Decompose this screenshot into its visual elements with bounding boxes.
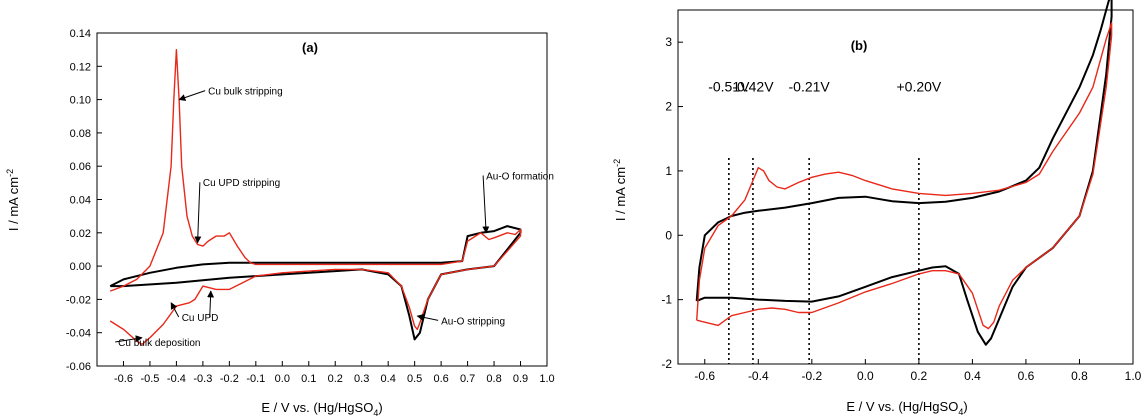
y-tick-label-a: 0.12 [70, 61, 91, 73]
annotation-arrow [178, 90, 206, 101]
annotation-label: Au-O stripping [441, 316, 505, 327]
x-axis-title-b-end: ) [963, 399, 967, 414]
x-tick-label-a: 0.9 [513, 373, 528, 385]
x-ticks-b: -0.6 -0.4 -0.2 0.0 0.2 0.4 0.6 0.8 1.0 [694, 359, 1142, 383]
reference-line-label: -0.42V [732, 79, 774, 95]
plot-frame-b [677, 9, 1134, 365]
y-tick-label-a: 0.02 [70, 228, 91, 240]
y-tick-label-b: 3 [665, 35, 672, 49]
x-tick-label-b: 0.6 [1018, 369, 1035, 383]
x-axis-title-a-end: ) [378, 400, 382, 415]
y-tick-label-a: 0.10 [70, 95, 91, 107]
y-axis-title-a-sup: -2 [5, 169, 15, 177]
x-tick-label-a: 0.0 [275, 373, 290, 385]
series-group-a [109, 49, 522, 346]
y-ticks-a: -0.06 -0.04 -0.02 0.00 0.02 0.04 0.06 0.08 0.10 0… [66, 28, 102, 373]
y-axis-title-b-sup: -2 [612, 159, 622, 167]
y-axis-title-a: I / mA cm-2 [5, 169, 21, 231]
y-tick-label-b: 0 [665, 228, 672, 242]
x-tick-label-a: 0.5 [407, 373, 422, 385]
x-tick-label-a: -0.6 [114, 373, 133, 385]
reference-line-label: -0.21V [789, 79, 831, 95]
x-tick-label-a: 0.6 [433, 373, 448, 385]
y-tick-label-a: -0.06 [66, 361, 91, 373]
annotation-arrow [170, 302, 180, 318]
annotations-a: Cu bulk stripping Cu UPD stripping Au-O fo… [115, 87, 554, 349]
annotation-label: Cu bulk stripping [208, 87, 282, 98]
annotation-label: Cu UPD stripping [203, 178, 280, 189]
x-tick-label-a: -0.5 [140, 373, 159, 385]
annotation-arrow [115, 335, 143, 343]
x-axis-title-b: E / V vs. (Hg/HgSO4) [846, 399, 967, 416]
y-axis-title-b-main: I / mA cm [613, 167, 628, 221]
x-axis-title-a-main: E / V vs. (Hg/HgSO [261, 400, 373, 415]
annotation-arrow [207, 290, 215, 318]
annotation-label: Cu bulk deposition [118, 338, 200, 349]
y-ticks-b: -2 -1 0 1 2 3 [661, 35, 683, 371]
x-tick-label-a: 0.8 [486, 373, 501, 385]
x-tick-label-a: 0.7 [460, 373, 475, 385]
annotation-label: Au-O formation [486, 172, 554, 183]
x-axis-title-a-sub: 4 [373, 408, 378, 416]
y-tick-label-b: 1 [665, 164, 672, 178]
y-tick-label-a: 0.00 [70, 261, 91, 273]
y-axis-title-b: I / mA cm-2 [612, 159, 628, 221]
x-tick-label-a: -0.2 [220, 373, 239, 385]
panel-label-b: (b) [851, 38, 868, 53]
y-axis-title-a-main: I / mA cm [6, 177, 21, 231]
x-axis-title-b-main: E / V vs. (Hg/HgSO [846, 399, 958, 414]
x-tick-label-a: 0.4 [381, 373, 396, 385]
y-tick-label-a: 0.04 [70, 195, 91, 207]
series-line-a-2 [109, 49, 522, 346]
x-tick-label-b: -0.4 [748, 369, 769, 383]
y-tick-label-a: 0.08 [70, 128, 91, 140]
y-tick-label-a: 0.14 [70, 28, 91, 40]
annotation-arrow [194, 182, 202, 244]
y-tick-label-a: -0.02 [66, 294, 91, 306]
y-tick-label-b: -1 [661, 293, 672, 307]
y-tick-label-a: 0.06 [70, 161, 91, 173]
series-line-b-2 [696, 22, 1113, 330]
series-group-b [695, 0, 1113, 346]
chart-panel-a: -0.6 -0.5 -0.4 -0.3 -0.2 -0.1 0.0 0.1 0.2 0.3 0.4 0… [5, 28, 555, 416]
x-axis-title-a: E / V vs. (Hg/HgSO4) [261, 400, 382, 416]
x-tick-label-a: 1.0 [539, 373, 554, 385]
x-tick-label-b: 0.0 [857, 369, 874, 383]
y-tick-label-b: 2 [665, 100, 672, 114]
x-tick-label-a: 0.2 [328, 373, 343, 385]
y-tick-label-b: -2 [661, 357, 672, 371]
annotation-arrow [482, 175, 490, 234]
x-ticks-a: -0.6 -0.5 -0.4 -0.3 -0.2 -0.1 0.0 0.1 0.2 0.3 0.4 0… [114, 361, 555, 385]
x-tick-label-b: -0.6 [694, 369, 715, 383]
panel-label-a: (a) [302, 40, 318, 55]
reference-lines-b: -0.51V-0.42V -0.21V +0.20V [708, 79, 942, 364]
x-tick-label-b: 0.4 [964, 369, 981, 383]
x-tick-label-a: -0.4 [167, 373, 186, 385]
x-tick-label-a: -0.3 [193, 373, 212, 385]
annotation-label: Cu UPD [182, 313, 219, 324]
series-line-b-1 [695, 0, 1113, 346]
x-tick-label-a: -0.1 [246, 373, 265, 385]
y-tick-label-a: -0.04 [66, 328, 91, 340]
x-tick-label-b: 1.0 [1125, 369, 1142, 383]
x-tick-label-b: 0.2 [911, 369, 928, 383]
reference-line-label: +0.20V [896, 79, 941, 95]
x-axis-title-b-sub: 4 [958, 407, 963, 416]
chart-panel-b: -0.51V-0.42V -0.21V +0.20V -0.6 -0.4 -0.2 0.0… [612, 0, 1142, 416]
x-tick-label-b: 0.8 [1071, 369, 1088, 383]
annotation-arrow [416, 313, 439, 321]
x-tick-label-b: -0.2 [801, 369, 822, 383]
x-tick-label-a: 0.3 [354, 373, 369, 385]
reference-line-label: -0.51V [708, 79, 750, 95]
x-tick-label-a: 0.1 [301, 373, 316, 385]
